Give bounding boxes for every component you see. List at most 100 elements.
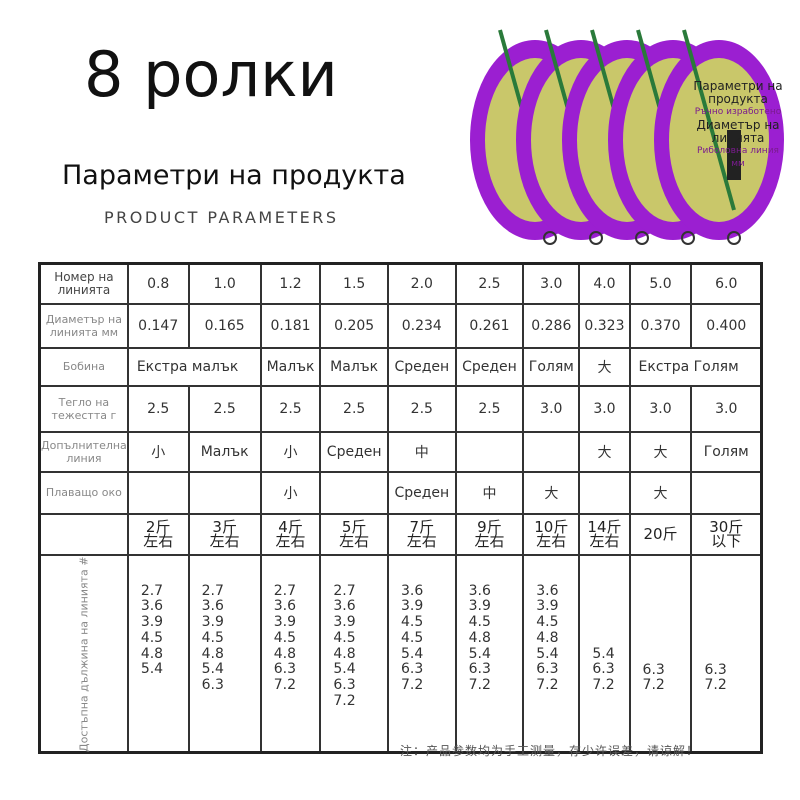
swivel xyxy=(635,231,649,245)
table-cell: 2.5 xyxy=(126,384,190,433)
table-cell: 3.0 xyxy=(628,384,693,433)
table-cell: 2.5 xyxy=(259,384,322,433)
swivel xyxy=(681,231,695,245)
length-value: 3.9 xyxy=(400,598,424,615)
table-cell: 6.0 xyxy=(690,262,763,305)
table-cell: 2.0 xyxy=(386,262,457,305)
table-cell: Малък xyxy=(259,346,322,387)
length-value: 4.5 xyxy=(201,629,224,646)
length-value: 7.2 xyxy=(273,677,297,694)
length-value: 7.2 xyxy=(468,677,491,694)
length-cell: 2.7 3.6 3.9 4.5 4.8 5.4 xyxy=(126,553,190,754)
swivel xyxy=(589,231,603,245)
table-cell: 3.0 xyxy=(690,384,763,433)
spool-label-line: Риболовна линия xyxy=(697,146,779,156)
table-cell: 0.261 xyxy=(454,302,525,349)
table-cell: 0.400 xyxy=(690,302,763,349)
length-value: 3.6 xyxy=(536,582,559,599)
length-value: 3.6 xyxy=(140,598,164,615)
length-value: 3.6 xyxy=(468,582,491,599)
length-value: 5.4 xyxy=(400,645,424,662)
table-cell: 小 xyxy=(259,430,322,473)
length-cell: 2.7 3.6 3.9 4.5 4.8 5.4 6.3 7.2 xyxy=(319,553,389,754)
table-row: Достъпна дължина на линията #2.7 3.6 3.9 4.… xyxy=(39,553,763,754)
spool-label: Параметри на продукта Ръчно изработено Д… xyxy=(688,80,788,171)
length-value: 6.3 xyxy=(536,661,559,678)
length-value: 3.9 xyxy=(273,614,297,631)
table-cell: 大 xyxy=(578,430,631,473)
length-value: 7.2 xyxy=(704,677,727,694)
length-value: 4.8 xyxy=(201,645,224,662)
table-cell: 小 xyxy=(126,430,190,473)
table-cell: 1.2 xyxy=(259,262,322,305)
table-cell: Среден xyxy=(319,430,389,473)
table-cell: Голям xyxy=(522,346,581,387)
table-cell: Екстра малък xyxy=(126,346,262,387)
table-row: Номер на линията 0.8 1.0 1.2 1.5 2.0 2.5 3.0 4.0… xyxy=(38,262,763,305)
table-cell: 9斤 左右 xyxy=(454,512,525,556)
length-value: 5.4 xyxy=(333,661,356,678)
spool-label-line: мм xyxy=(731,159,745,169)
length-cell: 6.3 7.2 xyxy=(628,553,693,754)
table-cell: 20斤 xyxy=(628,512,693,556)
length-value: 4.8 xyxy=(140,645,164,662)
length-value: 7.2 xyxy=(400,677,424,694)
table-cell: 0.165 xyxy=(187,302,262,349)
table-cell xyxy=(522,430,581,473)
length-value: 7.2 xyxy=(536,677,559,694)
length-value: 5.4 xyxy=(468,645,491,662)
length-value: 6.3 xyxy=(201,677,224,694)
length-value: 5.4 xyxy=(201,661,224,678)
table-cell: 1.5 xyxy=(319,262,389,305)
table-cell: 0.8 xyxy=(126,262,190,305)
table-cell: 3.0 xyxy=(578,384,631,433)
table-cell: 3斤 左右 xyxy=(187,512,262,556)
table-cell: 4.0 xyxy=(578,262,631,305)
table-cell xyxy=(126,470,190,515)
table-cell: 0.370 xyxy=(628,302,693,349)
table-cell: 0.234 xyxy=(386,302,457,349)
length-value: 4.5 xyxy=(400,614,424,631)
length-value: 3.6 xyxy=(333,598,356,615)
table-row: 2斤 左右 3斤 左右 4斤 左右 5斤 左右 7斤 左右 9斤 左右 10斤 左右 14斤 … xyxy=(38,512,763,556)
table-row: Бобина Екстра малък Малък Малък Среден Среден… xyxy=(38,346,763,387)
table-cell: 大 xyxy=(628,430,693,473)
table-cell: 大 xyxy=(578,346,631,387)
row-header: Достъпна дължина на линията # xyxy=(39,554,128,753)
footnote: 注：产品参数均为手工测量，存少许误差，请谅解！ xyxy=(400,744,700,758)
length-value: 7.2 xyxy=(592,677,615,694)
length-value: 3.6 xyxy=(273,598,297,615)
length-value: 3.6 xyxy=(201,598,224,615)
sinker-weight xyxy=(727,130,741,180)
length-cell: 2.7 3.6 3.9 4.5 4.8 6.3 7.2 xyxy=(259,553,322,754)
table-cell: 0.323 xyxy=(578,302,631,349)
length-value: 4.5 xyxy=(468,614,491,631)
table-row: Плаващо око 小 Среден 中大大 xyxy=(38,470,763,515)
table-cell: 3.0 xyxy=(522,384,581,433)
row-header xyxy=(38,512,129,556)
leader-line xyxy=(682,29,736,211)
table-cell: 中 xyxy=(454,470,525,515)
table-cell: 0.286 xyxy=(522,302,581,349)
section-title: Параметри на продукта xyxy=(62,160,406,191)
table-row: Диаметър на линията мм 0.147 0.165 0.181 0.2… xyxy=(38,302,763,349)
length-value: 4.8 xyxy=(536,629,559,646)
table-row: Тегло на тежестта г 2.5 2.5 2.5 2.5 2.5 2.5 3.0… xyxy=(38,384,763,433)
length-value: 4.5 xyxy=(400,629,424,646)
table-cell: Екстра Голям xyxy=(628,346,763,387)
table-cell xyxy=(187,470,262,515)
row-header: Плаващо око xyxy=(38,470,129,515)
length-value: 6.3 xyxy=(400,661,424,678)
length-value: 3.6 xyxy=(400,582,424,599)
length-value: 3.9 xyxy=(140,614,164,631)
length-value: 5.4 xyxy=(140,661,164,678)
length-value: 2.7 xyxy=(273,582,297,599)
table-cell: 0.147 xyxy=(126,302,190,349)
length-value: 6.3 xyxy=(704,661,727,678)
table-cell: 2.5 xyxy=(386,384,457,433)
table-cell: Малък xyxy=(187,430,262,473)
table-cell: 7斤 左右 xyxy=(386,512,457,556)
length-value: 6.3 xyxy=(642,661,665,678)
table-cell xyxy=(578,470,631,515)
table-cell xyxy=(454,430,525,473)
